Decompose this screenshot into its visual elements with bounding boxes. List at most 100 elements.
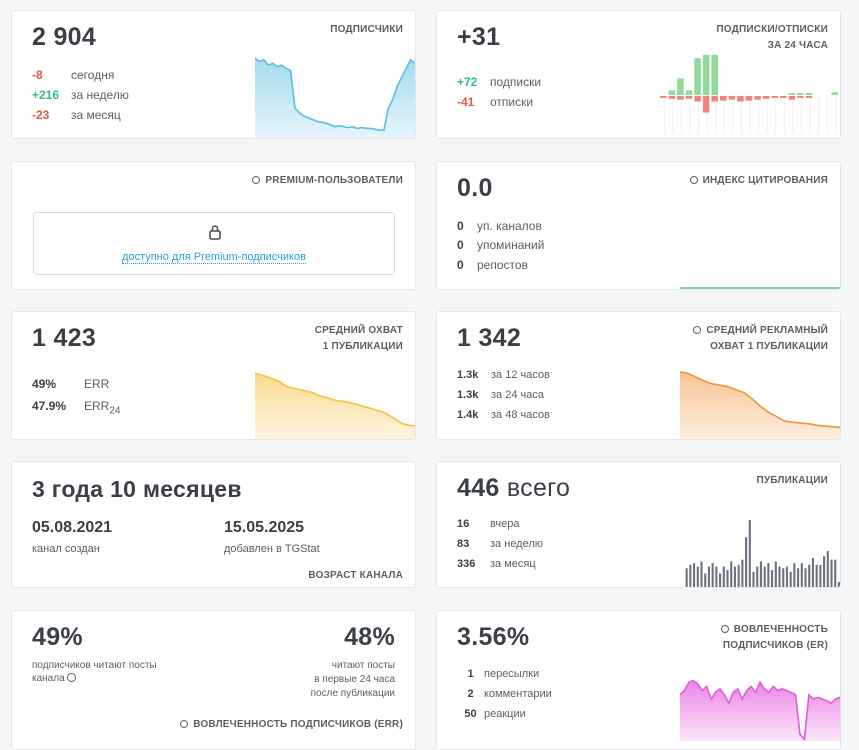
publications-bar bbox=[737, 564, 740, 587]
subs-unsubs-title: ПОДПИСКИ/ОТПИСКИ ЗА 24 ЧАСА bbox=[716, 22, 828, 54]
stat-value: 0 bbox=[457, 238, 464, 252]
stat-label: за неделю bbox=[490, 538, 544, 550]
publications-bar bbox=[815, 564, 818, 587]
publications-bar bbox=[837, 582, 840, 587]
subs-unsubs-barchart[interactable] bbox=[659, 55, 839, 135]
unsubs-bar bbox=[754, 96, 761, 100]
stat-value: -23 bbox=[32, 108, 50, 122]
avg-ad-reach-value: 1 342 bbox=[457, 324, 522, 352]
publications-card[interactable]: 446 всего ПУБЛИКАЦИИ 16 вчера 83 за неделю… bbox=[436, 461, 841, 588]
err24-row: 47.9% ERR24 bbox=[32, 399, 120, 416]
citation-card[interactable]: 0.0 ИНДЕКС ЦИТИРОВАНИЯ 0 уп. каналов 0 упо… bbox=[436, 161, 841, 290]
stat-value: 83 bbox=[457, 538, 470, 550]
publications-barchart[interactable] bbox=[685, 514, 841, 588]
avg-reach-sparkline[interactable] bbox=[255, 366, 415, 440]
text-line: подписчиков читают посты bbox=[32, 660, 157, 671]
unsubs-bar bbox=[805, 96, 813, 98]
stat-row: 1.3k за 24 часа bbox=[457, 389, 544, 401]
publications-bar bbox=[800, 563, 803, 587]
er-value: 3.56% bbox=[457, 623, 530, 651]
publications-bar bbox=[804, 568, 807, 587]
sparkline-area bbox=[255, 373, 415, 439]
stat-row: 0 упоминаний bbox=[457, 238, 544, 252]
stat-label: упоминаний bbox=[477, 238, 545, 252]
title-line: 1 ПУБЛИКАЦИИ bbox=[322, 341, 403, 352]
premium-lock-box[interactable]: доступно для Premium-подписчиков bbox=[33, 212, 395, 275]
subscribers-title: ПОДПИСЧИКИ bbox=[330, 24, 403, 35]
subs-bar bbox=[702, 55, 710, 95]
info-icon bbox=[693, 326, 702, 334]
stat-value: 0 bbox=[457, 258, 464, 272]
sparkline-line bbox=[255, 57, 415, 131]
publications-bar bbox=[759, 561, 762, 587]
stat-label: за месяц bbox=[71, 108, 121, 122]
subs-unsubs-card[interactable]: +31 ПОДПИСКИ/ОТПИСКИ ЗА 24 ЧАСА +72 подпис… bbox=[436, 10, 841, 139]
stat-row: -41 отписки bbox=[457, 95, 533, 109]
er-sparkline[interactable] bbox=[680, 657, 840, 741]
subscribers-sparkline[interactable] bbox=[255, 51, 415, 139]
title-text: ВОВЛЕЧЕННОСТЬ bbox=[733, 624, 828, 635]
stat-value: 1.4k bbox=[457, 409, 479, 421]
stat-label: за 12 часов bbox=[491, 369, 550, 381]
publications-bar bbox=[785, 566, 788, 587]
publications-bar bbox=[715, 566, 718, 587]
avg-ad-reach-sparkline[interactable] bbox=[680, 366, 840, 440]
title-line: ОХВАТ 1 ПУБЛИКАЦИИ bbox=[710, 341, 828, 352]
publications-bar bbox=[789, 571, 792, 587]
stat-row: 0 репостов bbox=[457, 258, 528, 272]
publications-bar bbox=[700, 561, 703, 587]
unsubs-bar bbox=[788, 96, 796, 100]
citation-title: ИНДЕКС ЦИТИРОВАНИЯ bbox=[689, 173, 828, 189]
publications-bar bbox=[730, 561, 733, 587]
subscribers-card[interactable]: 2 904 ПОДПИСЧИКИ -8 сегодня +216 за неделю… bbox=[11, 10, 416, 139]
stat-value: 1 bbox=[467, 668, 474, 680]
publications-bar bbox=[726, 570, 729, 587]
stat-value: -41 bbox=[457, 95, 475, 109]
title-line: СРЕДНИЙ РЕКЛАМНЫЙ bbox=[693, 323, 828, 339]
avg-ad-reach-card[interactable]: 1 342 СРЕДНИЙ РЕКЛАМНЫЙ ОХВАТ 1 ПУБЛИКАЦИ… bbox=[436, 311, 841, 440]
unsubs-bar bbox=[711, 96, 718, 102]
created-date: 05.08.2021 bbox=[32, 519, 113, 536]
err-right-text: читают посты в первые 24 часа после публик… bbox=[311, 659, 395, 701]
premium-users-title: PREMIUM-ПОЛЬЗОВАТЕЛИ bbox=[252, 173, 403, 189]
stat-value: 0 bbox=[457, 219, 464, 233]
sparkline-line bbox=[255, 372, 415, 427]
stat-value: 1.3k bbox=[457, 369, 479, 381]
unsubs-bar bbox=[702, 96, 710, 113]
channel-age-value: 3 года 10 месяцев bbox=[32, 476, 242, 502]
publications-bar bbox=[756, 566, 759, 587]
publications-bar bbox=[811, 557, 814, 587]
stat-row: 2 комментарии bbox=[457, 688, 551, 700]
premium-link[interactable]: доступно для Premium-подписчиков bbox=[34, 251, 394, 264]
stat-row: 50 реакции bbox=[457, 708, 525, 720]
publications-bar bbox=[704, 573, 707, 587]
publications-title: ПУБЛИКАЦИИ bbox=[756, 475, 828, 486]
help-icon[interactable] bbox=[67, 673, 77, 682]
publications-bar bbox=[771, 570, 774, 587]
text-line-content: канала bbox=[32, 673, 65, 684]
unsubs-bar bbox=[660, 96, 667, 98]
subs-bar bbox=[668, 90, 676, 95]
info-icon bbox=[689, 176, 698, 184]
avg-reach-value: 1 423 bbox=[32, 324, 97, 352]
added-date: 15.05.2025 bbox=[224, 519, 305, 536]
stat-label: за 24 часа bbox=[491, 389, 544, 401]
subs-bar bbox=[685, 90, 693, 95]
publications-bar bbox=[711, 563, 714, 587]
unsubs-bar bbox=[797, 96, 804, 98]
er-card[interactable]: 3.56% ВОВЛЕЧЕННОСТЬ ПОДПИСЧИКОВ (ER) 1 пер… bbox=[436, 610, 841, 750]
publications-bar bbox=[752, 571, 755, 587]
stat-value: 1.3k bbox=[457, 389, 479, 401]
publications-bar bbox=[774, 561, 777, 587]
publications-bar bbox=[689, 564, 692, 587]
avg-reach-card[interactable]: 1 423 СРЕДНИЙ ОХВАТ 1 ПУБЛИКАЦИИ 49% ERR 4… bbox=[11, 311, 416, 440]
info-icon bbox=[252, 176, 261, 184]
stat-row: 336 за месяц bbox=[457, 558, 536, 570]
premium-link-text[interactable]: доступно для Premium-подписчиков bbox=[122, 251, 306, 264]
subscribers-count: 2 904 bbox=[32, 23, 97, 51]
err24-value: 47.9% bbox=[32, 399, 67, 413]
unsubs-bar bbox=[728, 96, 736, 100]
stat-label: репостов bbox=[477, 258, 528, 272]
premium-users-card: PREMIUM-ПОЛЬЗОВАТЕЛИ доступно для Premiu… bbox=[11, 161, 416, 290]
stat-row: -23 за месяц bbox=[32, 108, 121, 122]
